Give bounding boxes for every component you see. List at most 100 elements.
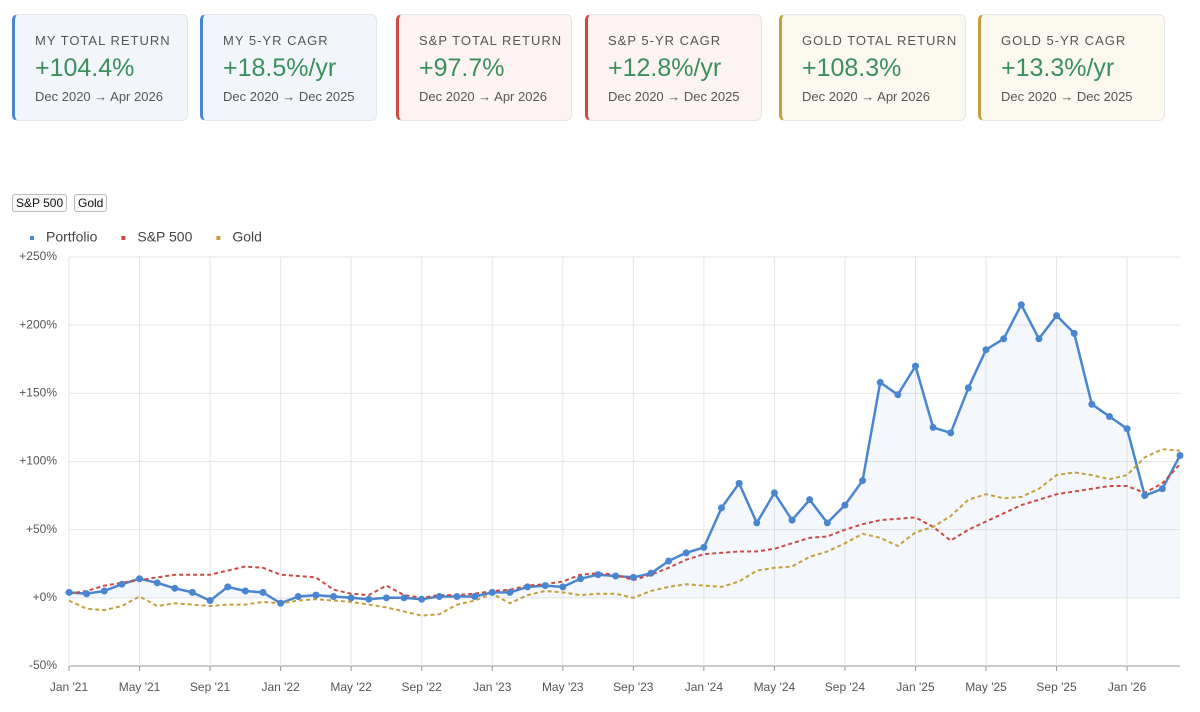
y-tick-label: +100%: [19, 454, 57, 468]
kpi-card: S&P TOTAL RETURN +97.7% Dec 2020 → Apr 202…: [396, 14, 572, 121]
point: [1088, 400, 1096, 408]
point: [665, 557, 673, 565]
point: [118, 580, 126, 588]
legend-label: Portfolio: [46, 229, 98, 245]
card-label: GOLD 5-YR CAGR: [1001, 33, 1127, 48]
point: [964, 384, 972, 392]
point: [1070, 329, 1078, 337]
y-tick-label: +0%: [33, 590, 58, 604]
card-value: +97.7%: [419, 54, 505, 82]
point: [1035, 335, 1043, 343]
point: [83, 590, 91, 598]
area: [69, 304, 1180, 604]
legend-marker: [216, 236, 221, 240]
point: [259, 588, 267, 596]
card-period: Dec 2020 → Apr 2026: [419, 89, 547, 104]
x-tick-label: May '23: [542, 680, 584, 694]
point: [894, 391, 902, 399]
card-value: +13.3%/yr: [1001, 54, 1115, 82]
point: [382, 594, 390, 602]
point: [876, 378, 884, 386]
point: [788, 516, 796, 524]
x-tick-label: Sep '25: [1036, 680, 1077, 694]
point: [576, 575, 584, 583]
card-label: S&P TOTAL RETURN: [419, 33, 563, 48]
point: [770, 489, 778, 497]
legend-label: S&P 500: [137, 229, 192, 245]
series-line: [68, 303, 1182, 605]
point: [753, 519, 761, 527]
x-tick-label: Sep '22: [402, 680, 443, 694]
point: [911, 362, 919, 370]
point: [330, 592, 338, 600]
point: [277, 599, 285, 607]
toggle-button[interactable]: S&P 500: [12, 194, 68, 212]
point: [224, 583, 232, 591]
point: [435, 592, 443, 600]
point: [1053, 312, 1061, 320]
x-tick-label: Sep '24: [825, 680, 866, 694]
point: [717, 504, 725, 512]
point: [1000, 335, 1008, 343]
point: [206, 597, 214, 605]
point: [488, 588, 496, 596]
point: [559, 583, 567, 591]
kpi-card: GOLD TOTAL RETURN +108.3% Dec 2020 → Apr 2…: [779, 14, 966, 121]
x-tick-label: Jan '21: [50, 680, 89, 694]
card-period: Dec 2020 → Apr 2026: [35, 89, 163, 104]
card-label: MY TOTAL RETURN: [35, 33, 171, 48]
card-period: Dec 2020 → Dec 2025: [1001, 89, 1133, 104]
y-tick-label: +150%: [19, 386, 57, 400]
point: [841, 501, 849, 509]
point: [823, 519, 831, 527]
kpi-card: MY 5-YR CAGR +18.5%/yr Dec 2020 → Dec 2025: [200, 14, 377, 121]
legend-marker: [121, 236, 126, 240]
card-label: S&P 5-YR CAGR: [608, 33, 722, 48]
point: [859, 477, 867, 485]
y-tick-label: +50%: [26, 522, 57, 536]
x-tick-label: Jan '24: [685, 680, 724, 694]
card-value: +104.4%: [35, 54, 135, 82]
y-tick-label: -50%: [29, 658, 57, 672]
point: [700, 543, 708, 551]
point: [100, 587, 108, 595]
x-tick-label: Jan '25: [896, 680, 935, 694]
card-value: +12.8%/yr: [608, 54, 722, 82]
point: [241, 587, 249, 595]
point: [1017, 301, 1025, 309]
legend-marker: [30, 236, 34, 240]
point: [136, 575, 144, 583]
x-tick-label: May '25: [965, 680, 1007, 694]
x-tick-label: Sep '23: [613, 680, 654, 694]
card-value: +108.3%: [802, 54, 902, 82]
x-tick-label: Jan '26: [1108, 680, 1147, 694]
y-tick-label: +250%: [19, 249, 57, 263]
point: [188, 588, 196, 596]
point: [629, 573, 637, 581]
point: [347, 594, 355, 602]
point: [506, 588, 514, 596]
point: [929, 423, 937, 431]
point: [294, 592, 302, 600]
point: [1141, 492, 1149, 500]
card-period: Dec 2020 → Apr 2026: [802, 89, 930, 104]
point: [400, 594, 408, 602]
card-period: Dec 2020 → Dec 2025: [608, 89, 740, 104]
x-tick-label: May '24: [754, 680, 796, 694]
point: [982, 346, 990, 354]
point: [418, 595, 426, 603]
toggle-button[interactable]: Gold: [74, 194, 108, 212]
point: [647, 569, 655, 577]
x-tick-label: Sep '21: [190, 680, 231, 694]
kpi-card: GOLD 5-YR CAGR +13.3%/yr Dec 2020 → Dec 20…: [978, 14, 1165, 121]
card-value: +18.5%/yr: [223, 54, 337, 82]
x-tick-label: May '22: [330, 680, 372, 694]
card-period: Dec 2020 → Dec 2025: [223, 89, 355, 104]
point: [612, 572, 620, 580]
point: [524, 583, 532, 591]
point: [171, 584, 179, 592]
point: [541, 582, 549, 590]
point: [153, 579, 161, 587]
